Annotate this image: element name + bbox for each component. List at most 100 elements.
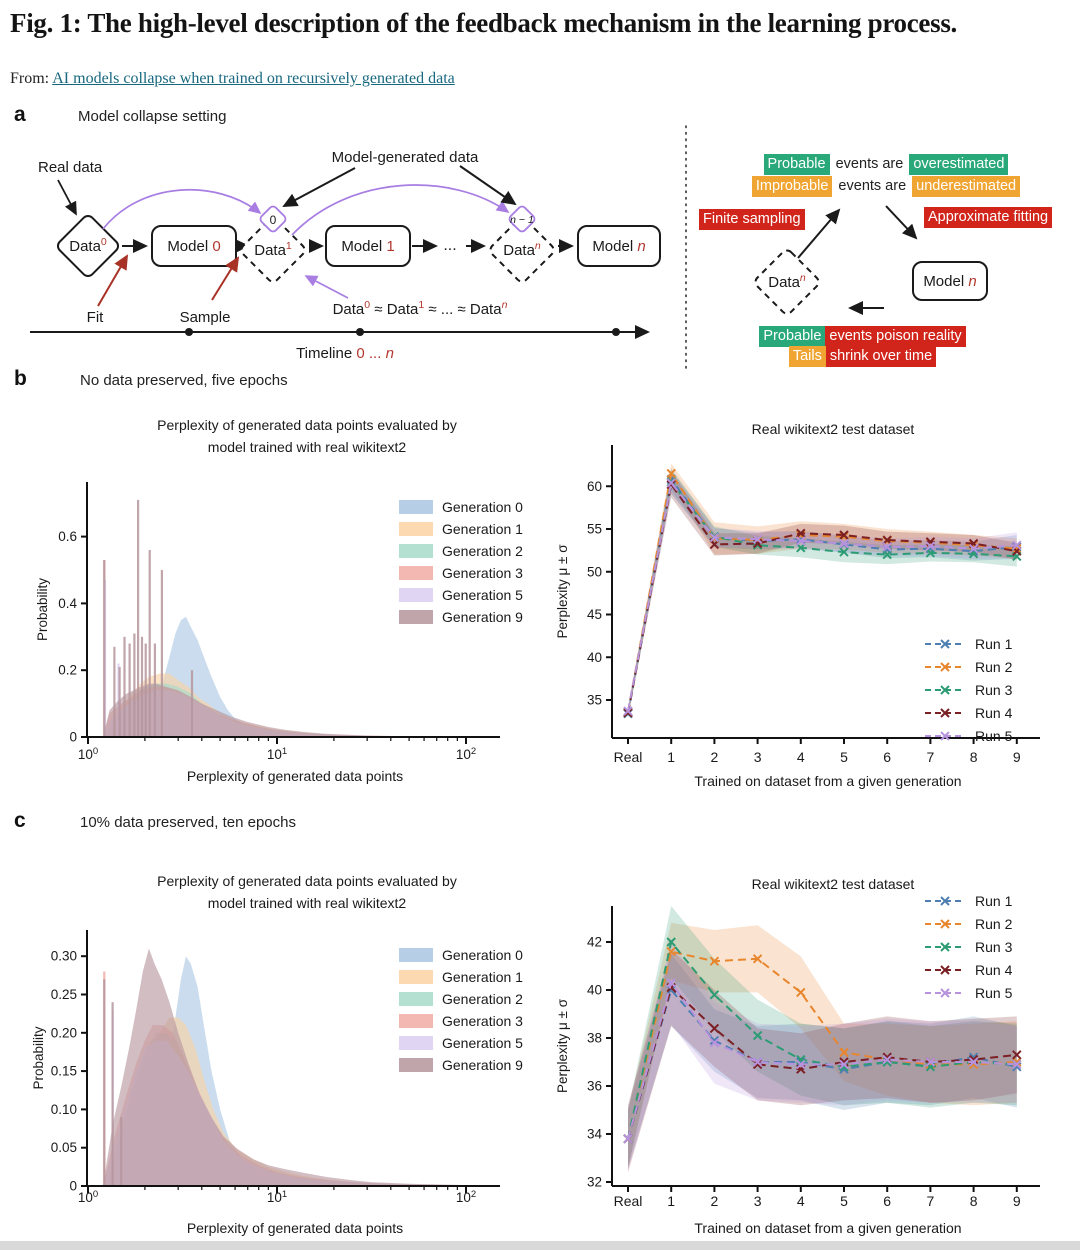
article-link[interactable]: AI models collapse when trained on recur… <box>52 70 455 87</box>
data-marker <box>1012 1050 1022 1060</box>
series-line <box>627 480 1017 712</box>
data-marker <box>623 708 633 718</box>
panel-a-label: a <box>14 103 26 126</box>
y-tick-label: 0.2 <box>58 663 77 678</box>
band-run-2 <box>628 463 1017 717</box>
distribution-spike <box>153 643 156 737</box>
legend: Run 1 Run 2 Run 3 Run 4 Run 5 <box>925 893 1013 1001</box>
distribution-spike <box>118 666 121 737</box>
x-tick-label: Real <box>614 749 643 765</box>
legend-marker <box>940 685 950 695</box>
chart-title: Real wikitext2 test dataset <box>752 876 915 892</box>
data-marker <box>882 1054 892 1065</box>
data1-diamond <box>240 217 306 283</box>
x-tick-label: 5 <box>840 1193 848 1209</box>
data-marker <box>925 541 936 551</box>
data0-diamond <box>56 214 120 278</box>
band-run-2 <box>628 922 1017 1168</box>
uncertainty-bands <box>628 463 1017 718</box>
distribution-spike <box>160 570 163 737</box>
y-tick-label: 35 <box>587 693 602 708</box>
x-tick-label: 6 <box>883 749 891 765</box>
x-tick-label: 100 <box>78 1189 98 1205</box>
x-tick-label: 100 <box>78 746 98 762</box>
panel-c-subtitle: 10% data preserved, ten epochs <box>80 814 296 831</box>
data-marker <box>709 1038 720 1048</box>
from-label: From: <box>10 70 53 87</box>
x-tick-label: 102 <box>456 746 476 762</box>
data-marker <box>882 535 892 545</box>
legend-label: Generation 9 <box>442 1057 523 1073</box>
legend-swatch <box>399 992 433 1006</box>
panel-c-label: c <box>14 809 26 832</box>
y-tick-label: 0.05 <box>51 1140 77 1155</box>
cycle-arrow-up <box>797 208 841 259</box>
distribution-spike <box>120 1117 123 1186</box>
distribution-spike <box>128 643 131 737</box>
panel-b-label: b <box>14 367 27 390</box>
model1-label: Model 1 <box>341 238 394 255</box>
data1-label: Data1 <box>254 240 292 259</box>
legend-swatch <box>399 1014 433 1028</box>
y-axis-label: Perplexity μ ± σ <box>555 998 570 1093</box>
legend: Generation 0 Generation 1 Generation 2 Gene… <box>399 947 523 1073</box>
finite-sampling-tag: Finite sampling <box>699 209 805 230</box>
distribution-area <box>103 683 488 737</box>
uncertainty-bands <box>628 906 1017 1173</box>
distribution-area <box>131 616 488 737</box>
poison-reality-tag: events poison reality <box>825 326 966 347</box>
data-marker <box>752 1030 763 1041</box>
x-tick-label: 8 <box>970 1193 978 1209</box>
legend-label: Run 1 <box>975 893 1013 909</box>
legend-label: Generation 2 <box>442 991 523 1007</box>
modeln-box <box>577 225 661 267</box>
mini-diamond-0 <box>259 205 287 233</box>
legend-marker <box>940 988 950 998</box>
events-are-text-1: events are <box>831 156 908 172</box>
legend-marker <box>940 662 950 672</box>
datan-label: Datan <box>503 240 541 259</box>
y-tick-label: 0.25 <box>51 987 77 1002</box>
distribution-spike <box>133 633 136 737</box>
axes <box>606 445 1040 744</box>
data-marker <box>752 1057 763 1067</box>
mini-diamond-n-1-label: n − 1 <box>510 214 534 226</box>
data-marker <box>882 542 892 552</box>
data-marker <box>709 532 720 543</box>
x-tick-label: 1 <box>667 749 675 765</box>
y-tick-label: 0 <box>69 730 77 745</box>
series-run-5 <box>623 978 1022 1144</box>
legend-marker <box>940 708 950 718</box>
cycle-bottom-line-1: Probable events poison reality <box>720 326 1005 347</box>
x-tick-label: Real <box>614 1193 643 1209</box>
figure-title: Fig. 1: The high-level description of th… <box>10 8 957 38</box>
x-tick-label: 101 <box>267 1189 287 1205</box>
data-marker <box>666 468 676 479</box>
legend-swatch <box>399 1036 433 1050</box>
band-run-1 <box>628 468 1017 718</box>
x-tick-label: 7 <box>927 1193 935 1209</box>
x-tick-label: 7 <box>927 749 935 765</box>
distribution-spike <box>137 499 140 737</box>
legend-label: Generation 3 <box>442 565 523 581</box>
data-marker <box>709 539 720 550</box>
x-axis-label: Perplexity of generated data points <box>187 768 403 784</box>
data-marker <box>796 528 806 539</box>
series-line <box>627 985 1017 1140</box>
x-tick-label: 2 <box>711 1193 719 1209</box>
data-marker <box>752 534 763 545</box>
legend-marker <box>940 896 950 906</box>
chart-title-line: Perplexity of generated data points eval… <box>157 417 457 433</box>
legend-label: Run 2 <box>975 659 1013 675</box>
legend-label: Run 3 <box>975 682 1013 698</box>
x-tick-label: 3 <box>754 749 762 765</box>
data-marker <box>839 530 849 540</box>
legend-label: Run 3 <box>975 939 1013 955</box>
timeline-dot-2 <box>356 328 364 336</box>
x-tick-label: 8 <box>970 749 978 765</box>
real-data-label: Real data <box>38 159 103 176</box>
x-axis-label: Trained on dataset from a given generati… <box>694 1220 961 1236</box>
